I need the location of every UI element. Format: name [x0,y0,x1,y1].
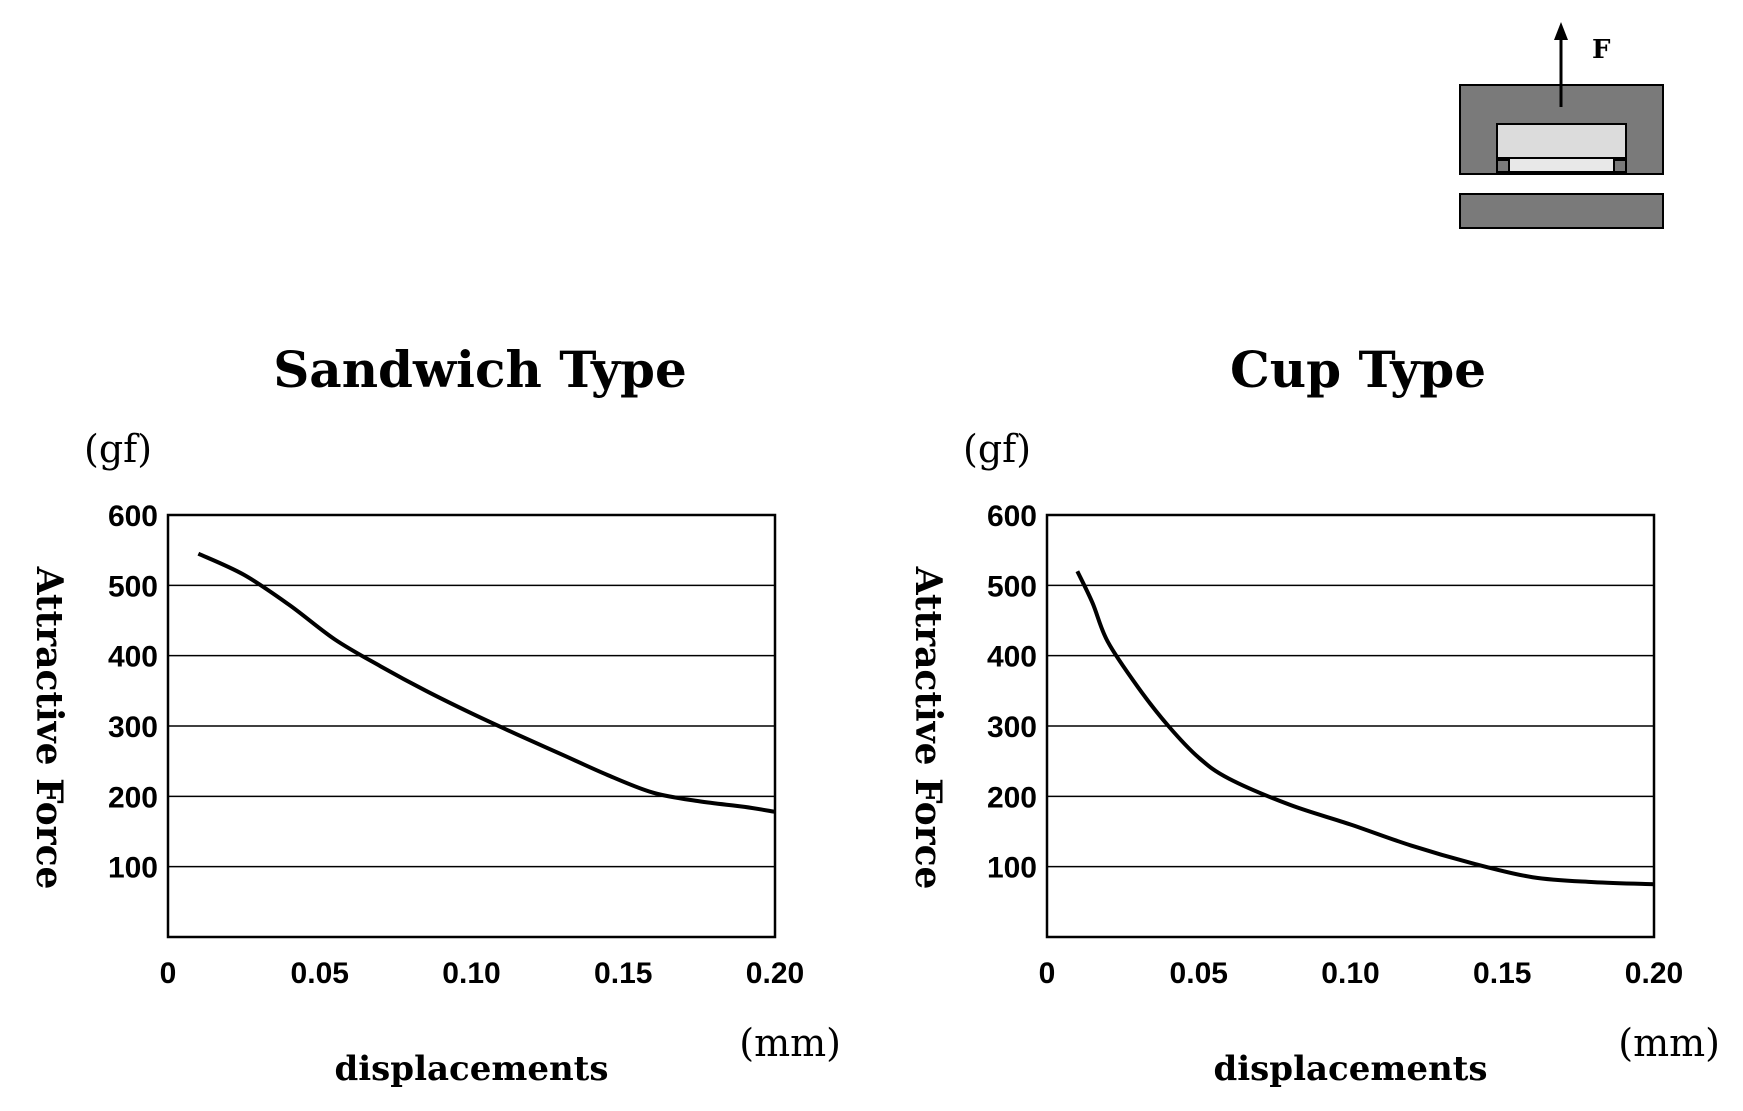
chart-title: Cup Type [1230,340,1486,399]
attracted-plate [1459,193,1664,229]
y-unit-label: (gf) [963,427,1031,471]
y-tick-label: 500 [987,570,1037,603]
magnet-plate [1496,157,1627,173]
chart-cup-type: Cup Type 100 200 300 400 500 600 0 0.05 0.10 0.15 0… [907,340,1720,1089]
force-arrow-head [1554,22,1568,40]
y-tick-label: 200 [987,781,1037,814]
x-unit-label: (mm) [739,1021,841,1065]
x-tick-label: 0 [160,957,177,990]
x-tick-label: 0.05 [291,957,349,990]
x-tick-label: 0.20 [746,957,804,990]
y-unit-label: (gf) [84,427,152,471]
y-tick-label: 500 [108,570,158,603]
plot-frame [1045,513,1656,939]
x-tick-label: 0.15 [1473,957,1531,990]
y-tick-label: 200 [108,781,158,814]
force-label: F [1592,35,1611,65]
y-tick-label: 400 [987,641,1037,674]
chart-sandwich-type: Sandwich Type 100 200 300 400 500 600 0 0.05 0.10… [28,340,841,1089]
y-tick-label: 400 [108,641,158,674]
x-unit-label: (mm) [1618,1021,1720,1065]
x-tick-label: 0.10 [442,957,500,990]
y-axis-label: Attractive Force [28,566,70,890]
x-tick-label: 0.20 [1625,957,1683,990]
y-tick-label: 600 [987,500,1037,533]
y-tick-label: 100 [108,852,158,885]
y-tick-label: 300 [108,711,158,744]
x-tick-label: 0 [1039,957,1056,990]
x-tick-label: 0.05 [1170,957,1228,990]
plot-frame [166,513,777,939]
x-tick-label: 0.15 [594,957,652,990]
magnet-diagram: F [1459,22,1664,229]
magnet-corner-right [1613,159,1627,173]
x-axis-label: displacements [334,1049,608,1089]
y-tick-label: 100 [987,852,1037,885]
chart-title: Sandwich Type [273,340,687,399]
y-axis-label: Attractive Force [907,566,949,890]
series-line [197,551,776,814]
y-tick-label: 300 [987,711,1037,744]
x-axis-label: displacements [1213,1049,1487,1089]
magnet-corner-left [1496,159,1510,173]
x-tick-label: 0.10 [1321,957,1379,990]
y-tick-label: 600 [108,500,158,533]
series-line [1075,570,1655,887]
